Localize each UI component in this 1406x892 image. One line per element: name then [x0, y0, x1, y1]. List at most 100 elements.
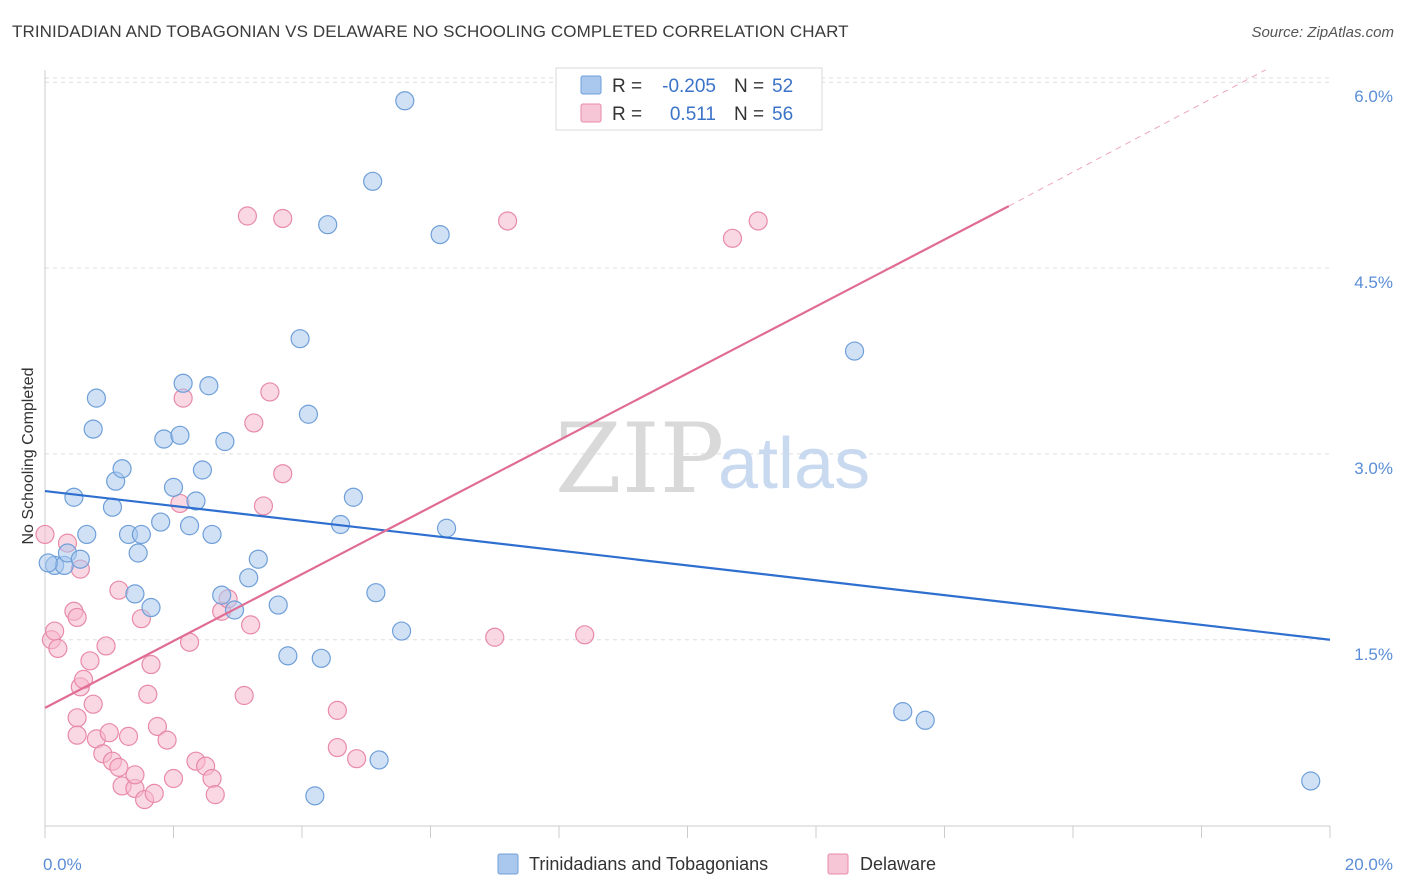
delaware-point — [241, 615, 261, 635]
trinidadian-point — [173, 373, 193, 393]
trinidadian-point — [248, 549, 268, 569]
x-tick-label: 20.0% — [1345, 855, 1393, 874]
trinidadian-point — [298, 404, 319, 424]
delaware-point — [67, 607, 87, 628]
delaware-point — [48, 638, 68, 659]
delaware-point — [327, 700, 347, 720]
delaware-point — [157, 730, 177, 750]
delaware-point — [237, 206, 257, 226]
delaware-point — [347, 749, 367, 769]
trinidadian-point — [844, 341, 865, 361]
delaware-point — [234, 685, 254, 706]
delaware-point — [141, 654, 161, 675]
trinidadian-point — [369, 750, 389, 770]
trinidadian-point — [915, 710, 935, 730]
delaware-point — [147, 716, 168, 737]
delaware-point — [722, 228, 743, 248]
delaware-point — [67, 725, 87, 745]
x-axis-tick-labels: 0.0% 20.0% — [43, 855, 1393, 874]
trinidadian-point — [268, 595, 288, 615]
series-legend-pink-swatch — [827, 853, 849, 875]
delaware-point — [273, 464, 293, 484]
legend-pink-r-label: R = — [612, 104, 642, 125]
trinidadian-point — [199, 376, 219, 396]
delaware-point — [485, 627, 505, 647]
trinidadian-point — [141, 597, 161, 618]
series-legend-blue-label: Trinidadians and Tobagonians — [529, 854, 768, 874]
delaware-point — [144, 783, 164, 803]
trinidadian-point — [215, 431, 235, 452]
source-label: Source: ZipAtlas.com — [1251, 24, 1394, 41]
legend-pink-r-value: 0.511 — [670, 104, 716, 125]
stats-legend: R = -0.205 N = 52 R = 0.511 N = 56 — [555, 67, 823, 131]
delaware-point — [253, 496, 274, 516]
delaware-point — [67, 708, 87, 728]
delaware-point — [96, 636, 116, 656]
delaware-point — [118, 726, 139, 746]
series-legend: Trinidadians and Tobagonians Delaware — [497, 853, 936, 875]
trinidadian-point — [186, 491, 206, 511]
delaware-point — [244, 413, 264, 433]
trinidadian-point — [102, 497, 123, 517]
trinidadian-point — [366, 583, 386, 603]
trinidadian-point — [305, 786, 325, 806]
trinidadian-point — [192, 460, 213, 480]
delaware-point — [125, 765, 145, 785]
trinidadian-point — [179, 516, 200, 536]
delaware-point — [202, 768, 222, 789]
legend-blue-n-label: N = — [734, 76, 764, 97]
series-legend-pink-label: Delaware — [860, 854, 936, 874]
trinidadian-point — [163, 477, 184, 497]
trinidadian-point — [154, 429, 174, 449]
trinidadian-point — [1301, 771, 1321, 791]
trinidadian-point — [318, 215, 338, 235]
trinidadian-points — [38, 91, 1321, 806]
delaware-point — [170, 493, 190, 514]
trinidadian-point — [38, 553, 58, 573]
trinidadian-point — [86, 388, 107, 408]
trinidadian-point — [77, 524, 97, 545]
legend-pink-swatch — [580, 103, 602, 123]
trinidadian-point — [239, 568, 259, 588]
trinidadian-point — [893, 702, 913, 722]
delaware-regression-line — [44, 205, 1010, 709]
trinidadian-point — [131, 524, 151, 545]
legend-pink-n-label: N = — [734, 104, 764, 125]
trinidadian-point — [202, 524, 222, 545]
trinidadian-point — [151, 512, 171, 532]
delaware-regression-extension — [1008, 69, 1266, 207]
gridlines — [45, 77, 1330, 641]
x-tick-label: 0.0% — [43, 855, 82, 874]
y-tick-label: 1.5% — [1354, 645, 1393, 664]
legend-blue-n-value: 52 — [772, 76, 793, 97]
trinidadian-point — [70, 549, 90, 569]
delaware-point — [80, 651, 100, 671]
watermark-zip: ZIP — [555, 403, 724, 515]
legend-blue-r-value: -0.205 — [662, 76, 716, 97]
trinidadian-point — [170, 425, 190, 445]
y-tick-label: 4.5% — [1354, 273, 1393, 292]
trinidadian-point — [290, 329, 310, 349]
trinidadian-point — [395, 91, 415, 111]
y-tick-label: 3.0% — [1354, 459, 1393, 478]
watermark-atlas: atlas — [718, 424, 870, 504]
delaware-point — [748, 211, 768, 231]
delaware-point — [260, 382, 280, 402]
delaware-point — [45, 621, 65, 641]
delaware-point — [327, 737, 347, 758]
trinidadian-point — [128, 543, 148, 563]
trinidadian-point — [112, 459, 132, 479]
series-legend-blue-swatch — [497, 853, 519, 875]
delaware-point — [109, 580, 129, 600]
trinidadian-point — [278, 646, 298, 666]
delaware-point — [205, 785, 225, 805]
trinidadian-point — [391, 621, 412, 641]
trinidadian-point — [311, 648, 331, 668]
trinidadian-point — [64, 487, 84, 507]
regression-lines — [44, 69, 1331, 709]
trinidadian-point — [430, 224, 450, 245]
delaware-point — [138, 684, 158, 704]
legend-pink-n-value: 56 — [772, 104, 793, 125]
delaware-point — [273, 208, 293, 229]
